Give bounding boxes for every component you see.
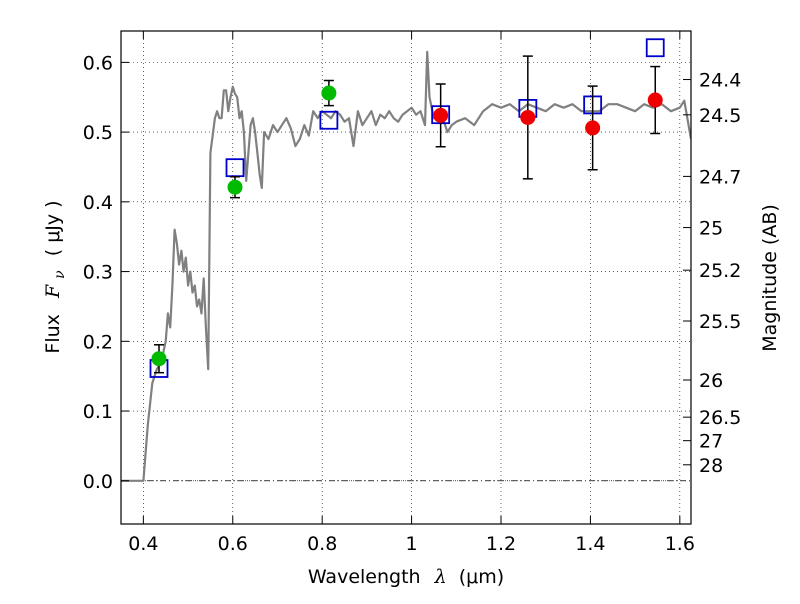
data-point	[647, 92, 663, 108]
y-tick-label: 0.3	[83, 262, 113, 284]
data-point	[520, 109, 536, 125]
x-axis-label-symbol: λ	[434, 566, 447, 588]
y2-tick-label: 26.5	[699, 407, 741, 429]
data-point	[321, 85, 337, 101]
data-point	[433, 107, 449, 123]
x-axis-label-unit: (μm)	[459, 566, 504, 588]
model-photometry-square	[319, 110, 339, 130]
data-point	[227, 179, 243, 195]
x-tick-label: 1.6	[665, 533, 695, 555]
data-point	[585, 120, 601, 136]
data-point	[151, 351, 167, 367]
y2-axis-label: Magnitude (AB)	[759, 204, 781, 352]
y-tick-label: 0.1	[83, 401, 113, 423]
y-tick-label: 0.0	[83, 471, 113, 493]
x-axis-label-text: Wavelength	[308, 566, 421, 588]
y2-tick-label: 25.2	[699, 260, 741, 282]
y-axis-label-subscript: ν	[52, 270, 68, 279]
plot-frame	[120, 30, 692, 525]
y-tick-label: 0.6	[83, 52, 113, 74]
points-layer	[149, 38, 665, 378]
grid-lines	[121, 31, 691, 524]
y2-tick-label: 26	[699, 370, 723, 392]
y-tick-label: 0.2	[83, 331, 113, 353]
y-axis-label-text: Flux	[42, 314, 64, 354]
y-tick-label: 0.4	[83, 192, 113, 214]
ticks-layer: 0.4 0.6 0.8 1 1.2 1.4 1.6 0.0 0.1 0.2 0.3 0.4 0.5 0.6…	[83, 31, 741, 555]
y2-tick-label: 24.5	[699, 105, 741, 127]
x-tick-label: 0.8	[307, 533, 337, 555]
y2-tick-label: 24.4	[699, 70, 741, 92]
y-axis-label: Flux F ν ( μJy )	[42, 200, 69, 353]
x-tick-label: 0.4	[128, 533, 158, 555]
y-tick-label: 0.5	[83, 122, 113, 144]
x-tick-label: 0.6	[218, 533, 248, 555]
y2-tick-label: 28	[699, 455, 723, 477]
plot-background	[121, 31, 691, 524]
x-tick-label: 1.4	[575, 533, 605, 555]
y2-tick-label: 27	[699, 431, 723, 453]
y-axis-label-symbol: F	[42, 284, 64, 299]
y2-tick-label: 24.7	[699, 166, 741, 188]
y-axis-label-unit: ( μJy )	[42, 200, 64, 256]
x-tick-label: 1	[406, 533, 418, 555]
y2-tick-label: 25.5	[699, 311, 741, 333]
model-photometry-square	[645, 38, 665, 58]
x-axis-label: Wavelength λ (μm)	[308, 566, 504, 588]
x-tick-label: 1.2	[486, 533, 516, 555]
y2-tick-label: 25	[699, 218, 723, 240]
